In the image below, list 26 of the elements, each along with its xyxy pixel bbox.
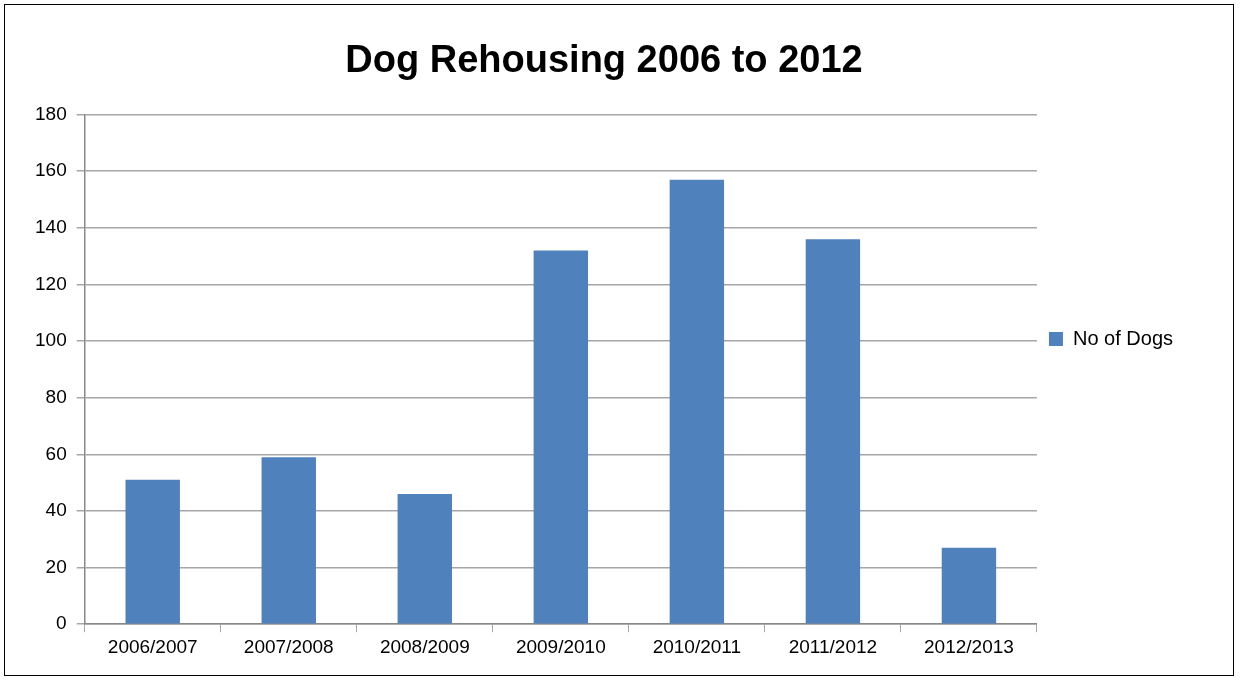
bar [261,457,316,624]
bar [669,179,725,624]
x-tick-label: 2009/2010 [515,635,606,657]
y-tick-label: 80 [45,385,67,407]
legend-label: No of Dogs [1072,326,1174,349]
x-tick-label: 2008/2009 [379,635,470,657]
y-tick-label: 140 [35,216,67,238]
x-tick-label: 2012/2013 [924,635,1014,657]
bar [533,250,589,624]
bar [397,493,452,624]
y-tick-label: 120 [35,272,67,294]
y-tick-label: 180 [35,102,67,124]
y-tick-label: 20 [45,555,67,577]
y-tick-label: 160 [35,159,67,181]
x-tick-label: 2011/2012 [788,635,878,657]
x-tick-label: 2006/2007 [107,635,198,657]
y-tick-label: 100 [35,329,67,351]
x-tick-label: 2010/2011 [652,635,742,657]
chart-title: Dog Rehousing 2006 to 2012 [345,38,863,81]
bar [941,547,997,624]
y-tick-label: 60 [45,442,67,464]
bar [125,479,180,624]
y-tick-label: 40 [45,499,67,521]
bar [805,239,861,624]
y-tick-label: 0 [56,612,67,634]
x-tick-label: 2007/2008 [243,635,334,657]
